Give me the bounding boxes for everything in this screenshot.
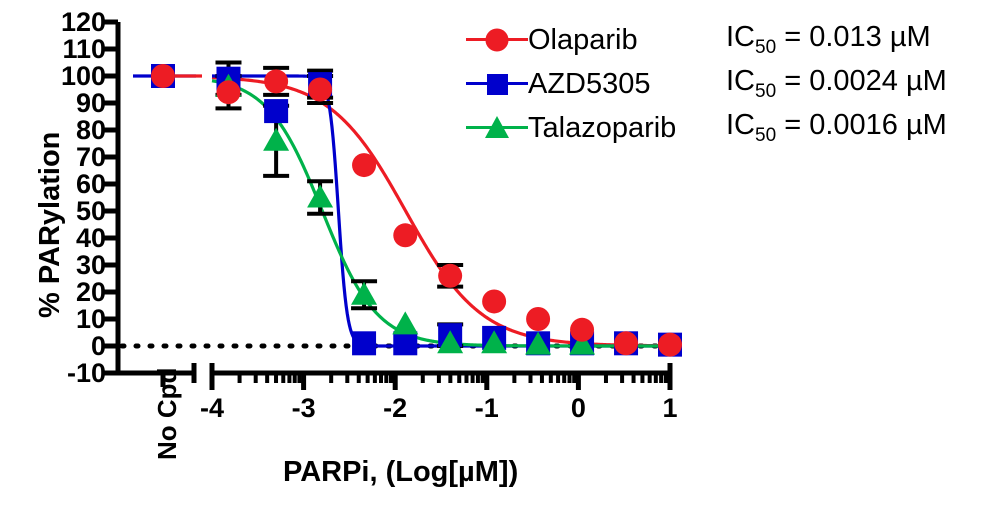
ic-prefix: IC: [726, 21, 755, 54]
y-tick-label: 20: [75, 277, 106, 307]
ic-subscript: 50: [755, 80, 777, 102]
ic-subscript: 50: [755, 36, 777, 58]
y-tick-label: 10: [75, 304, 106, 334]
legend-key-olaparib: [466, 25, 528, 55]
ic-prefix: IC: [726, 109, 755, 142]
nocpd-point-olaparib: [151, 64, 175, 88]
ic-value: = 0.013 µM: [776, 21, 931, 54]
data-point-talazoparib: [351, 281, 378, 305]
data-point-azd5305: [393, 331, 418, 356]
data-point-olaparib: [352, 153, 377, 178]
ic-subscript: 50: [755, 124, 777, 146]
data-point-olaparib: [658, 332, 682, 357]
ic-value: = 0.0016 µM: [776, 109, 947, 142]
no-compound-category-label: No Cpd: [152, 367, 182, 460]
y-tick-label: 30: [75, 250, 106, 280]
data-point-azd5305: [352, 331, 377, 356]
data-point-olaparib: [570, 317, 595, 342]
legend-ic50-azd5305: IC50 = 0.0024 µM: [726, 65, 947, 103]
y-tick-label: 90: [75, 88, 106, 118]
data-point-azd5305: [264, 99, 289, 124]
ic-value: = 0.0024 µM: [776, 65, 947, 98]
legend-row-olaparib: Olaparib IC50 = 0.013 µM: [466, 18, 976, 62]
x-tick-label: -2: [383, 393, 408, 423]
y-tick-label: 110: [62, 34, 106, 64]
legend-ic50-talazoparib: IC50 = 0.0016 µM: [726, 109, 947, 147]
legend-row-azd5305: AZD5305 IC50 = 0.0024 µM: [466, 62, 976, 106]
y-tick-label: 70: [75, 142, 106, 172]
data-point-talazoparib: [437, 330, 464, 354]
data-point-olaparib: [216, 80, 241, 105]
data-point-olaparib: [438, 263, 463, 288]
y-tick-label: 60: [75, 169, 106, 199]
y-tick-label: 80: [75, 115, 106, 145]
data-point-olaparib: [264, 69, 289, 94]
x-tick-label: 0: [570, 393, 586, 423]
data-point-talazoparib: [263, 127, 290, 151]
data-point-olaparib: [614, 331, 639, 356]
data-point-talazoparib: [392, 311, 419, 335]
ic-prefix: IC: [726, 65, 755, 98]
y-tick-label: 0: [90, 331, 106, 361]
y-tick-label: 40: [75, 223, 106, 253]
legend-key-azd5305: [466, 69, 528, 99]
data-point-olaparib: [308, 77, 333, 102]
legend-label-talazoparib: Talazoparib: [528, 111, 677, 144]
x-tick-label: -1: [474, 393, 499, 423]
legend-ic50-olaparib: IC50 = 0.013 µM: [726, 21, 931, 59]
data-point-talazoparib: [525, 331, 552, 355]
data-point-olaparib: [393, 223, 418, 248]
legend-label-olaparib: Olaparib: [528, 23, 638, 56]
legend-key-talazoparib: [466, 113, 528, 143]
data-point-olaparib: [526, 307, 551, 331]
y-tick-label: -10: [66, 358, 106, 388]
legend-label-azd5305: AZD5305: [528, 67, 651, 100]
legend-row-talazoparib: Talazoparib IC50 = 0.0016 µM: [466, 106, 976, 150]
x-tick-label: -4: [199, 393, 224, 423]
data-point-talazoparib: [307, 184, 334, 208]
y-tick-label: 50: [75, 196, 106, 226]
x-axis-label: PARPi, (Log[µM]): [283, 456, 519, 488]
data-point-talazoparib: [481, 330, 508, 354]
y-tick-label: 100: [60, 61, 106, 91]
x-tick-label: -3: [291, 393, 316, 423]
data-point-olaparib: [482, 289, 507, 314]
chart-legend: Olaparib IC50 = 0.013 µM AZD5305 IC50 = …: [466, 18, 976, 150]
x-tick-label: 1: [662, 393, 678, 423]
data-point-talazoparib: [569, 331, 596, 355]
y-tick-label: 120: [60, 7, 106, 37]
